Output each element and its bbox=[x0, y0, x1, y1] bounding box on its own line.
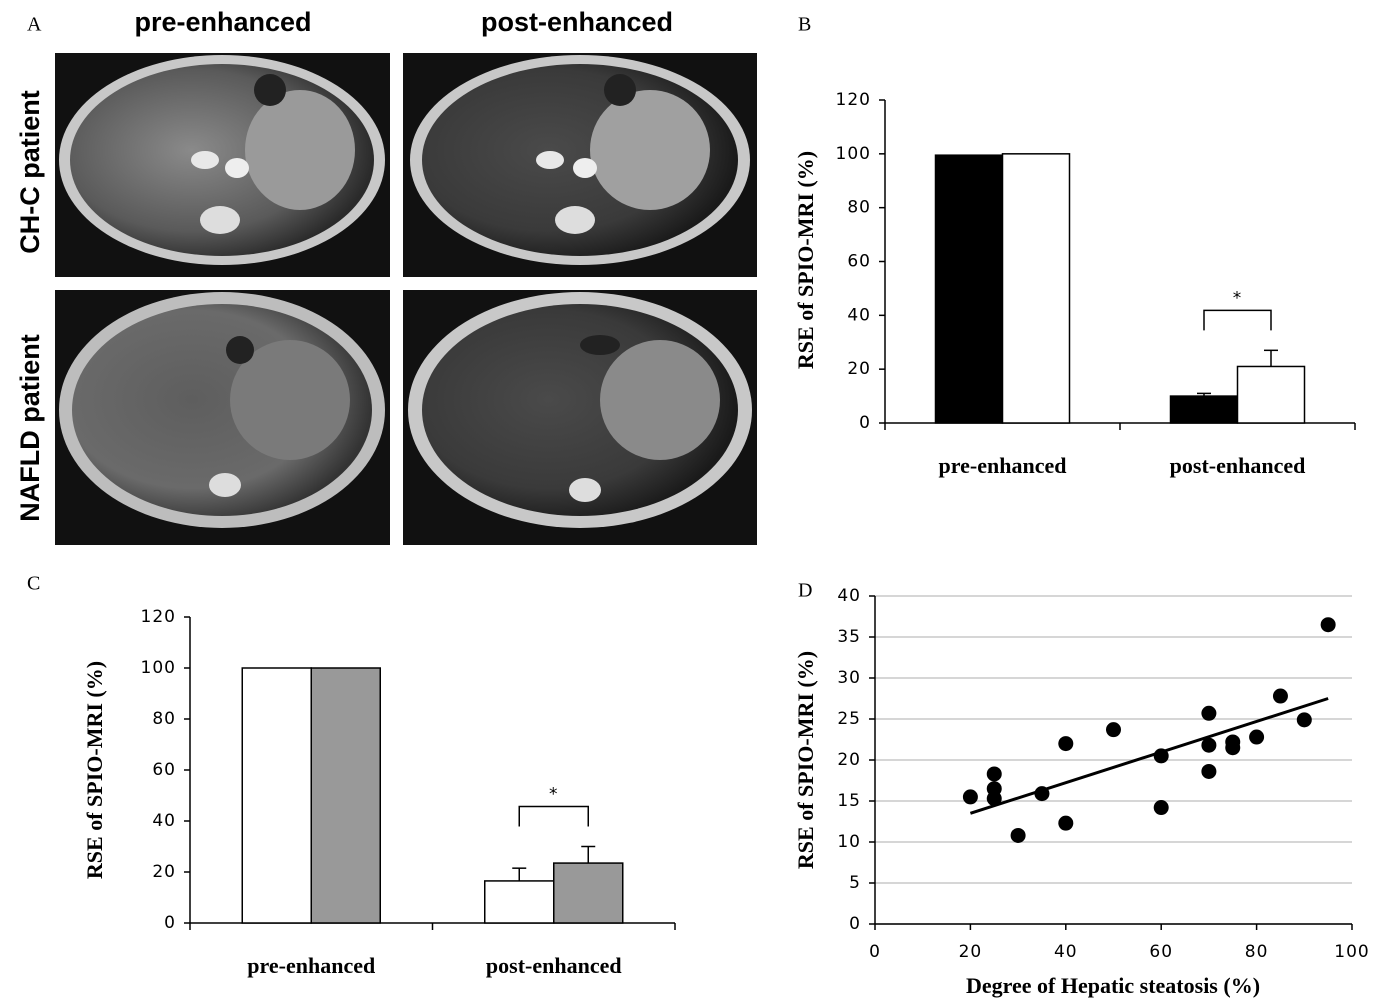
data-point bbox=[962, 789, 978, 805]
y-tick-label: 0 bbox=[164, 913, 176, 933]
bar bbox=[1001, 153, 1071, 424]
y-axis-label: RSE of SPIO-MRI (%) bbox=[793, 151, 818, 369]
x-axis-label: Degree of Hepatic steatosis (%) bbox=[966, 973, 1260, 998]
bar bbox=[1169, 395, 1239, 424]
data-point bbox=[986, 766, 1002, 782]
data-point bbox=[1296, 712, 1312, 728]
y-tick-label: 15 bbox=[837, 791, 861, 811]
data-point bbox=[986, 791, 1002, 807]
y-tick-label: 25 bbox=[837, 709, 861, 729]
bar bbox=[310, 667, 381, 924]
panel-label: A bbox=[27, 14, 42, 36]
bar bbox=[553, 862, 624, 924]
data-point bbox=[1249, 729, 1265, 745]
y-tick-label: 40 bbox=[152, 811, 176, 831]
mri-image bbox=[55, 290, 390, 545]
column-title: post-enhanced bbox=[481, 7, 673, 37]
y-axis-label: RSE of SPIO-MRI (%) bbox=[82, 661, 107, 879]
x-tick-label: post-enhanced bbox=[486, 953, 622, 978]
x-tick-label: 100 bbox=[1334, 942, 1369, 962]
data-point bbox=[1201, 737, 1217, 753]
trend-line bbox=[969, 697, 1329, 815]
y-tick-label: 80 bbox=[152, 709, 176, 729]
y-tick-label: 35 bbox=[837, 627, 861, 647]
mri-image bbox=[403, 53, 757, 277]
annotation: * bbox=[549, 785, 559, 805]
row-title: NAFLD patient bbox=[15, 334, 45, 521]
y-tick-label: 100 bbox=[836, 144, 871, 164]
y-tick-label: 20 bbox=[847, 359, 871, 379]
significance-bracket bbox=[1203, 309, 1272, 331]
column-title: pre-enhanced bbox=[134, 7, 311, 37]
x-tick-label: pre-enhanced bbox=[247, 953, 375, 978]
y-tick-label: 0 bbox=[859, 413, 871, 433]
y-tick-label: 40 bbox=[847, 305, 871, 325]
data-point bbox=[1272, 688, 1288, 704]
row-title: CH-C patient bbox=[15, 90, 45, 254]
mri-image bbox=[55, 53, 390, 277]
data-point bbox=[1225, 740, 1241, 756]
y-tick-label: 20 bbox=[837, 750, 861, 770]
data-point bbox=[1010, 827, 1026, 843]
y-tick-label: 10 bbox=[837, 832, 861, 852]
y-tick-label: 20 bbox=[152, 862, 176, 882]
panel-label: B bbox=[798, 14, 811, 36]
panel-label: D bbox=[798, 580, 812, 602]
data-point bbox=[1320, 617, 1336, 633]
x-tick-label: 20 bbox=[959, 942, 983, 962]
y-tick-label: 120 bbox=[836, 90, 871, 110]
y-tick-label: 100 bbox=[141, 658, 176, 678]
data-point bbox=[1058, 815, 1074, 831]
bar bbox=[484, 880, 555, 924]
data-point bbox=[1201, 763, 1217, 779]
y-tick-label: 30 bbox=[837, 668, 861, 688]
x-tick-label: 40 bbox=[1054, 942, 1078, 962]
x-tick-label: post-enhanced bbox=[1170, 453, 1306, 478]
y-tick-label: 120 bbox=[141, 607, 176, 627]
bar bbox=[934, 154, 1004, 424]
x-tick-label: 80 bbox=[1245, 942, 1269, 962]
x-tick-label: 60 bbox=[1149, 942, 1173, 962]
annotation: * bbox=[1233, 288, 1243, 308]
significance-bracket bbox=[518, 805, 589, 827]
x-tick-label: 0 bbox=[869, 942, 881, 962]
y-tick-label: 40 bbox=[837, 586, 861, 606]
bar bbox=[241, 667, 312, 924]
y-tick-label: 60 bbox=[847, 252, 871, 272]
y-tick-label: 80 bbox=[847, 198, 871, 218]
mri-image bbox=[403, 290, 757, 545]
panel-label: C bbox=[27, 573, 40, 595]
y-tick-label: 0 bbox=[849, 914, 861, 934]
y-axis-label: RSE of SPIO-MRI (%) bbox=[793, 651, 818, 869]
data-point bbox=[1106, 722, 1121, 738]
data-point bbox=[1201, 705, 1217, 721]
data-point bbox=[1058, 736, 1074, 752]
data-point bbox=[1153, 800, 1169, 816]
x-tick-label: pre-enhanced bbox=[939, 453, 1067, 478]
y-tick-label: 60 bbox=[152, 760, 176, 780]
y-tick-label: 5 bbox=[849, 873, 861, 893]
bar bbox=[1236, 365, 1306, 424]
